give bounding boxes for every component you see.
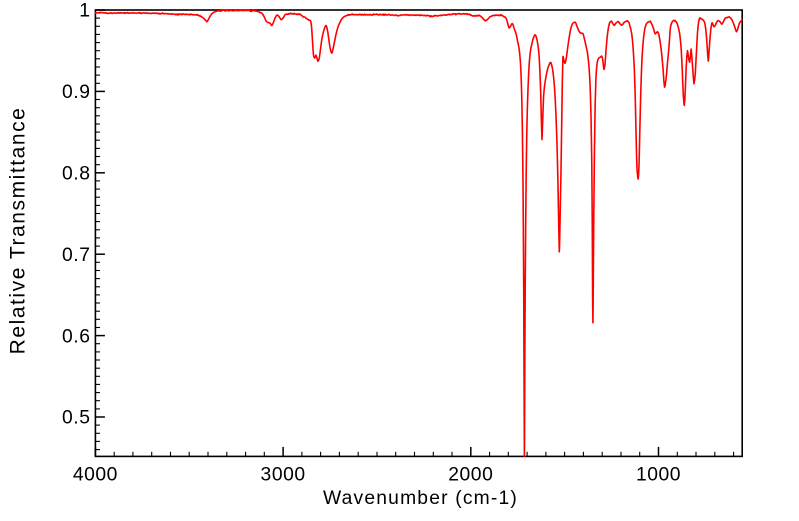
svg-text:0.7: 0.7 bbox=[62, 245, 90, 266]
svg-text:4000: 4000 bbox=[73, 465, 118, 486]
svg-text:0.5: 0.5 bbox=[62, 408, 90, 429]
svg-text:2000: 2000 bbox=[448, 465, 493, 486]
svg-text:Wavenumber (cm-1): Wavenumber (cm-1) bbox=[323, 488, 518, 509]
svg-text:0.6: 0.6 bbox=[62, 326, 90, 347]
svg-text:Relative Transmittance: Relative Transmittance bbox=[6, 107, 29, 355]
svg-text:0.8: 0.8 bbox=[62, 164, 90, 185]
svg-text:1000: 1000 bbox=[636, 465, 681, 486]
svg-text:1: 1 bbox=[79, 1, 90, 22]
svg-text:3000: 3000 bbox=[261, 465, 306, 486]
svg-text:0.9: 0.9 bbox=[62, 82, 90, 103]
